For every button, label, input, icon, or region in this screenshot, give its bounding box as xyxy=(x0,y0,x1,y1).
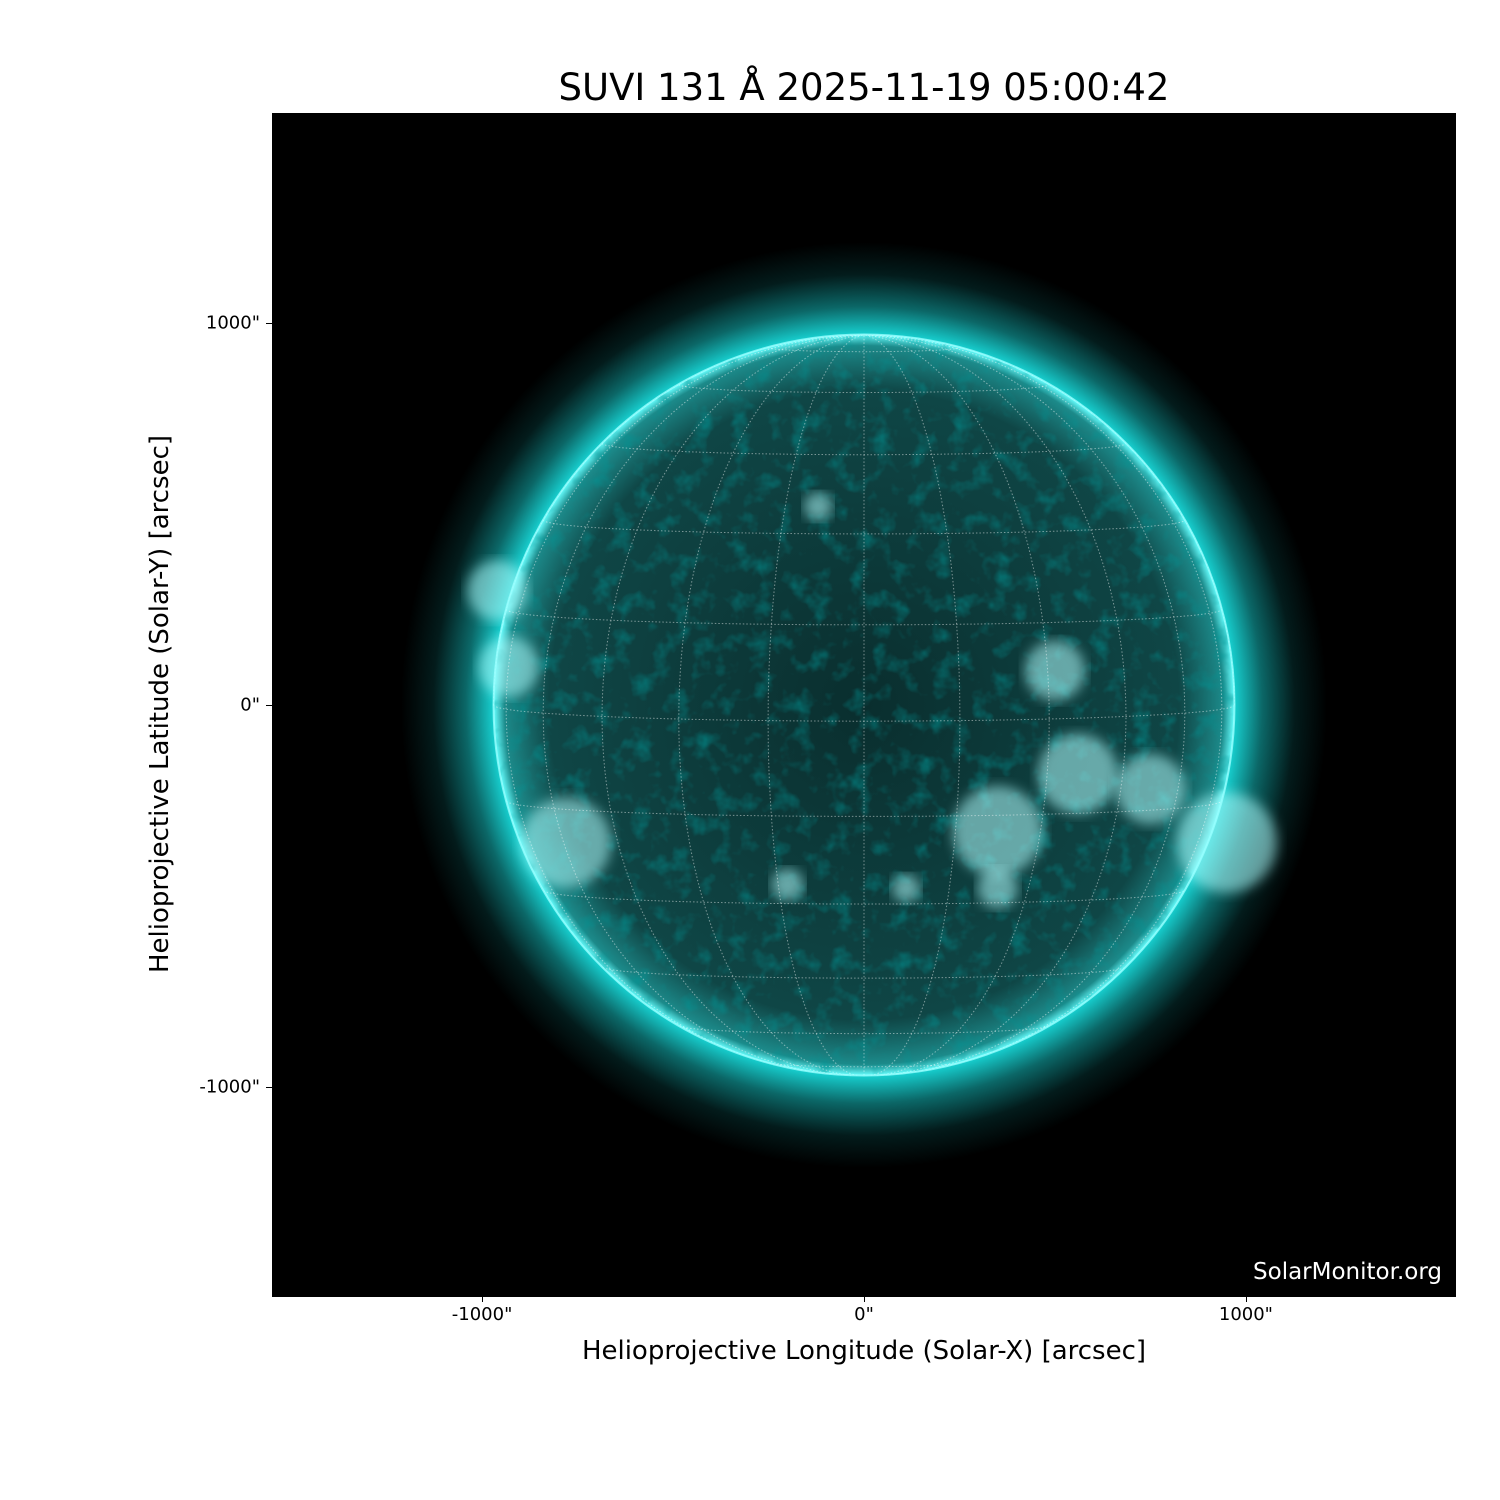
active-region xyxy=(1115,754,1186,825)
active-region xyxy=(1176,792,1277,893)
active-region xyxy=(892,874,921,903)
active-region xyxy=(977,868,1018,909)
heliographic-grid-line xyxy=(601,334,865,1076)
heliographic-grid-line xyxy=(543,890,1185,905)
heliographic-grid-line xyxy=(863,334,1186,1075)
heliographic-grid-line xyxy=(493,704,1235,722)
heliographic-grid-line xyxy=(505,334,865,1071)
x-axis-label: Helioprojective Longitude (Solar-X) [arc… xyxy=(581,1336,1147,1366)
disk-texture xyxy=(493,334,1235,1076)
plot-title: SUVI 131 Å 2025-11-19 05:00:42 xyxy=(558,66,1170,109)
x-tick-mark xyxy=(1245,1296,1247,1302)
x-tick-label: -1000" xyxy=(451,1304,513,1325)
active-region xyxy=(771,868,804,901)
heliographic-grid-line xyxy=(769,1062,959,1068)
active-region xyxy=(804,492,833,521)
active-region xyxy=(521,797,612,888)
y-tick-mark xyxy=(266,705,272,706)
y-tick-mark xyxy=(266,1086,272,1088)
active-region xyxy=(952,786,1043,877)
heliographic-grid-line xyxy=(678,384,1050,393)
heliographic-grid-line xyxy=(505,608,1223,626)
heliographic-grid-line xyxy=(542,334,865,1075)
y-axis-label: Helioprojective Latitude (Solar-Y) [arcs… xyxy=(145,434,175,974)
active-region xyxy=(1037,733,1118,814)
heliographic-grid-line xyxy=(506,800,1222,817)
heliographic-grid-line xyxy=(542,519,1186,535)
x-tick-mark xyxy=(864,1296,865,1302)
solar-limb xyxy=(492,333,1236,1077)
x-tick-mark xyxy=(482,1296,484,1302)
y-tick-label: 1000" xyxy=(205,312,260,334)
heliographic-grid-line xyxy=(863,334,1127,1076)
sun-image xyxy=(400,241,1328,1169)
heliographic-grid-line xyxy=(767,334,865,1076)
solar-image-axes: SolarMonitor.org xyxy=(272,113,1456,1297)
heliographic-grid-line xyxy=(863,334,961,1076)
x-tick-label: 1000" xyxy=(1218,1304,1273,1325)
heliographic-grid-line xyxy=(767,347,961,353)
heliographic-grid-line xyxy=(863,334,1223,1071)
heliographic-grid-line xyxy=(601,443,1127,456)
y-tick-mark xyxy=(266,323,272,325)
watermark: SolarMonitor.org xyxy=(1253,1259,1442,1285)
active-region xyxy=(467,560,528,621)
y-tick-label: 0" xyxy=(240,694,260,716)
active-region xyxy=(1024,640,1085,701)
y-tick-label: -1000" xyxy=(199,1076,260,1098)
x-tick-label: 0" xyxy=(854,1304,874,1325)
